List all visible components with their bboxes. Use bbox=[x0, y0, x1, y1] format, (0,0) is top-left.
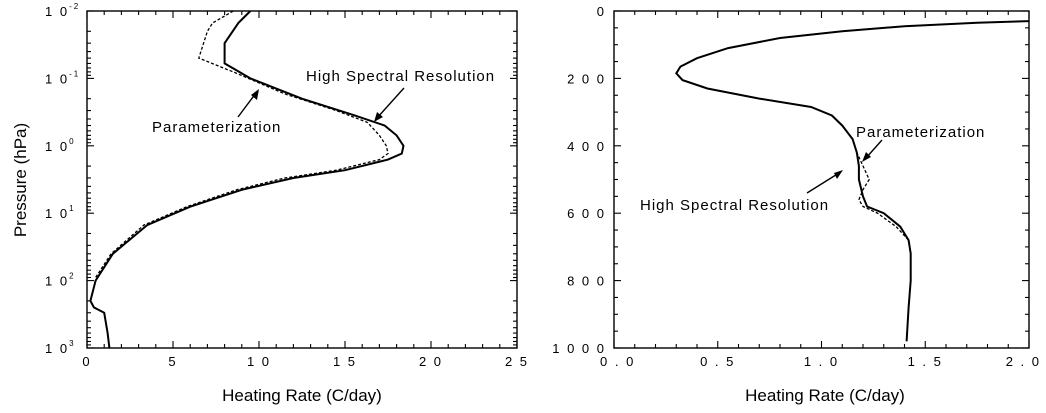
left-y-tick-base: 1 0 bbox=[45, 139, 69, 154]
left-x-tick-label: 2 5 bbox=[505, 354, 529, 369]
left-y-tick-label: 1 02 bbox=[45, 272, 76, 289]
left-x-axis-label: Heating Rate (C/day) bbox=[222, 386, 382, 405]
left-y-tick-exp: 0 bbox=[69, 137, 75, 146]
left-y-tick-base: 1 0 bbox=[45, 341, 69, 356]
right-arrow-high-spectral bbox=[806, 170, 843, 194]
right-y-tick-label: 1 0 0 0 bbox=[552, 341, 606, 356]
left-series-parameterization bbox=[95, 10, 389, 278]
right-x-tick-label: 1 . 5 bbox=[908, 354, 943, 369]
right-plot-frame bbox=[613, 10, 1030, 349]
left-y-tick-exp: -2 bbox=[69, 2, 80, 11]
left-y-axis-label: Pressure (hPa) bbox=[11, 123, 30, 237]
right-y-tick-label: 6 0 0 bbox=[567, 206, 606, 221]
left-y-tick-exp: -1 bbox=[69, 69, 80, 78]
left-series-high-spectral-resolution bbox=[89, 10, 405, 349]
right-x-axis-label: Heating Rate (C/day) bbox=[745, 386, 905, 405]
right-chart-panel: 0 . 0 0 . 5 1 . 0 1 . 5 2 . 0 0 2 0 0 4 0 0 6 0 … bbox=[552, 4, 1041, 405]
left-y-tick-label: 1 00 bbox=[45, 137, 76, 154]
left-arrow-parameterization bbox=[237, 89, 259, 118]
right-annotation-parameterization: Parameterization bbox=[856, 124, 985, 141]
left-y-tick-label: 1 0-1 bbox=[45, 69, 80, 86]
right-annotation-high-spectral: High Spectral Resolution bbox=[640, 197, 829, 214]
left-x-tick-label: 0 bbox=[82, 354, 91, 369]
right-y-tick-label: 0 bbox=[597, 4, 606, 19]
left-x-tick-label: 1 0 bbox=[247, 354, 271, 369]
left-x-tick-label: 2 0 bbox=[419, 354, 443, 369]
left-annotation-high-spectral: High Spectral Resolution bbox=[306, 68, 495, 85]
right-arrow-parameterization bbox=[862, 139, 883, 162]
left-y-tick-exp: 1 bbox=[69, 204, 75, 213]
right-x-tick-label: 0 . 5 bbox=[700, 354, 735, 369]
left-plot-frame bbox=[86, 10, 518, 349]
left-y-tick-label: 1 03 bbox=[45, 339, 76, 356]
left-y-tick-base: 1 0 bbox=[45, 71, 69, 86]
left-x-tick-label: 5 bbox=[168, 354, 177, 369]
right-series-parameterization bbox=[675, 20, 1030, 342]
right-axis-ticks: 0 . 0 0 . 5 1 . 0 1 . 5 2 . 0 0 2 0 0 4 0 0 6 0 … bbox=[552, 4, 1041, 369]
left-y-tick-label: 1 01 bbox=[45, 204, 76, 221]
left-annotation-parameterization: Parameterization bbox=[152, 119, 281, 136]
right-y-tick-label: 2 0 0 bbox=[567, 71, 606, 86]
right-data-lines bbox=[675, 20, 1030, 342]
left-y-tick-base: 1 0 bbox=[45, 206, 69, 221]
left-y-tick-base: 1 0 bbox=[45, 274, 69, 289]
left-data-lines bbox=[89, 10, 405, 349]
left-y-tick-base: 1 0 bbox=[45, 4, 69, 19]
left-x-tick-label: 1 5 bbox=[333, 354, 357, 369]
right-y-tick-label: 4 0 0 bbox=[567, 139, 606, 154]
right-x-tick-label: 1 . 0 bbox=[804, 354, 839, 369]
right-x-tick-label: 0 . 0 bbox=[600, 354, 635, 369]
left-y-tick-exp: 2 bbox=[69, 272, 75, 281]
left-arrow-high-spectral bbox=[374, 87, 405, 122]
right-y-tick-label: 8 0 0 bbox=[567, 274, 606, 289]
right-series-high-spectral-resolution bbox=[675, 20, 1030, 342]
left-y-tick-label: 1 0-2 bbox=[45, 2, 80, 19]
right-x-tick-label: 2 . 0 bbox=[1006, 354, 1041, 369]
left-y-tick-exp: 3 bbox=[69, 339, 75, 348]
